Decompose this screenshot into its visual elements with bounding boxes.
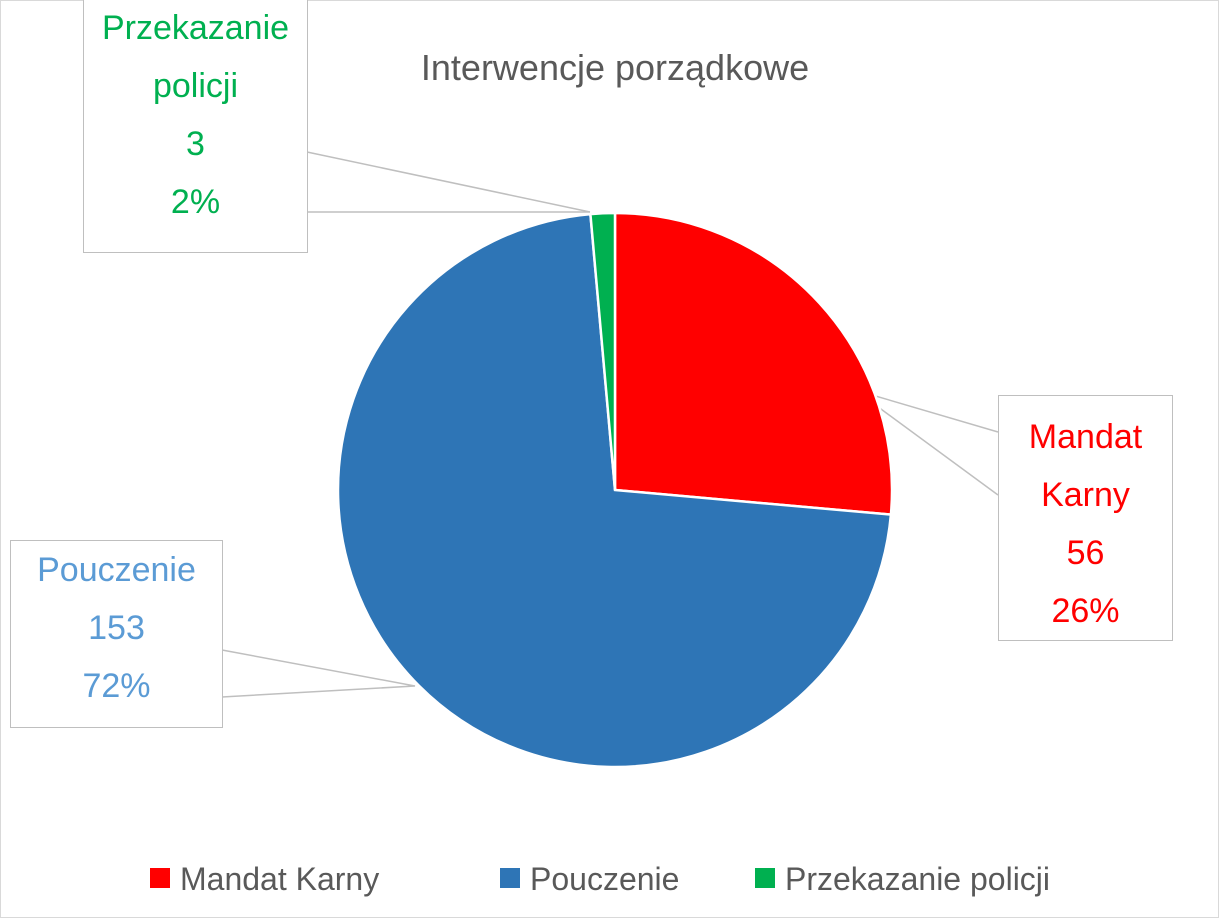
value-label: 3: [186, 125, 205, 163]
chart-title: Interwencje porządkowe: [421, 47, 809, 88]
data-label: Przekazanie policji 3 2%: [83, 0, 308, 253]
legend-swatch: [500, 868, 520, 888]
pie-slice: [336, 212, 893, 769]
legend-label: Mandat Karny: [180, 861, 379, 897]
value-label: 56: [1066, 534, 1105, 572]
legend-label: Pouczenie: [530, 861, 679, 897]
percent-label: 26%: [1051, 592, 1120, 630]
legend-swatch: [150, 868, 170, 888]
pie-slice: [589, 211, 617, 491]
category-label: Pouczenie: [37, 551, 196, 589]
leader-line: [306, 151, 591, 213]
percent-label: 2%: [170, 183, 221, 221]
category-label: Mandat Karny: [1028, 418, 1143, 514]
category-label: Przekazanie policji: [101, 9, 290, 105]
pie-slice: [613, 211, 894, 516]
data-label: Mandat Karny 56 26%: [998, 395, 1173, 641]
legend-label: Przekazanie policji: [785, 861, 1050, 897]
legend-swatch: [755, 868, 775, 888]
percent-label: 72%: [82, 667, 151, 705]
value-label: 153: [88, 609, 145, 647]
data-label: Pouczenie 153 72%: [10, 540, 223, 728]
leader-line: [221, 649, 416, 698]
